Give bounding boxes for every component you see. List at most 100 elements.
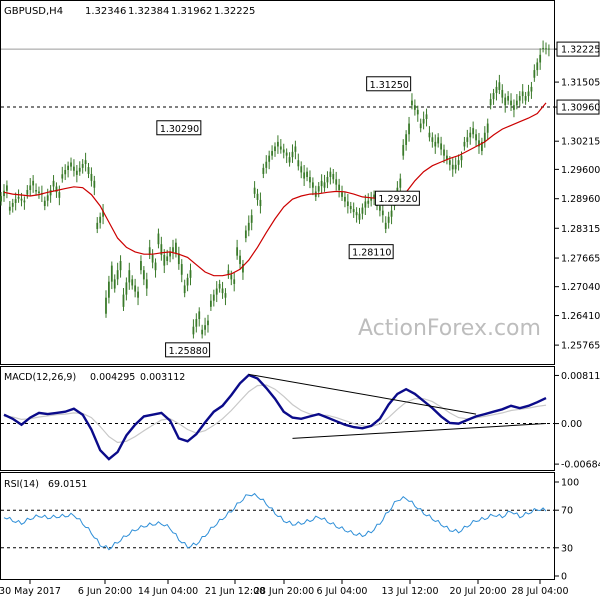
macd-header-value-2: 0.003112 [140, 372, 185, 383]
rsi-y-tick-label: 70 [561, 506, 573, 517]
price-bar-body [489, 99, 492, 106]
price-bar-body [8, 206, 11, 211]
price-bar-body [311, 182, 314, 188]
price-bar-body [70, 162, 72, 167]
macd-header-value-1: 0.004295 [90, 372, 135, 383]
price-bar-body [361, 207, 364, 214]
price-annotation-box [348, 244, 394, 260]
price-bar-body [463, 141, 466, 147]
price-bar-body [93, 180, 96, 188]
price-annotation-label: 1.31250 [370, 80, 409, 91]
price-panel-frame [0, 0, 555, 365]
price-bar-body [297, 160, 300, 167]
price-bar-body [536, 62, 539, 71]
price-annotation-label: 1.28110 [352, 248, 391, 259]
price-bar-body [134, 285, 137, 292]
macd-y-tick-label: 0.00 [561, 419, 582, 430]
price-bar-body [189, 270, 192, 278]
rsi-y-tick-label: 30 [561, 543, 573, 554]
price-bar-body [381, 210, 384, 216]
x-tick-label: 20 Jul 20:00 [450, 586, 507, 597]
price-bar-body [46, 195, 49, 201]
price-bar-body [413, 105, 416, 110]
price-bar-body [533, 70, 536, 78]
x-tick-label: 28 Jun 20:00 [254, 586, 314, 597]
price-y-tick-label: 1.26410 [561, 311, 600, 322]
price-y-tick-label: 1.30960 [561, 103, 600, 114]
macd-panel: 0.008118 0.00 -0.006844 [1, 371, 600, 471]
price-bar-body [265, 161, 268, 168]
price-bar-body [73, 166, 75, 171]
price-bar-body [513, 105, 515, 110]
price-bar-body [291, 151, 294, 158]
price-bar-body [58, 192, 61, 198]
moving-average-path [3, 102, 547, 277]
price-y-tick-label: 1.27665 [561, 254, 600, 265]
price-bar-body [198, 311, 201, 320]
x-tick-label: 21 Jun 12:00 [205, 586, 265, 597]
price-bar-body [303, 172, 306, 179]
price-bar-body [367, 200, 370, 204]
price-bar-body [242, 264, 244, 273]
price-y-tick-label: 1.27040 [561, 282, 600, 293]
price-bar-body [370, 197, 373, 201]
price-bar-body [64, 169, 67, 175]
price-y-tick-label: 1.31505 [561, 78, 600, 89]
price-bar-body [379, 206, 381, 211]
header-open: 1.32346 [85, 6, 126, 17]
price-y-tick-label: 1.25765 [561, 341, 600, 352]
price-annotation-box [165, 342, 211, 358]
price-bar-body [180, 264, 183, 275]
price-bar-body [306, 171, 308, 178]
price-bar-body [96, 222, 99, 229]
price-bar-body [186, 277, 189, 286]
price-bar-body [163, 254, 166, 266]
price-bar-body [87, 167, 90, 174]
price-bar-body [218, 283, 221, 289]
price-bar-body [84, 160, 87, 165]
price-annotations: 1.30290 1.31250 1.29320 1.28110 1.25880 [156, 76, 420, 358]
price-bar-body [183, 285, 186, 294]
price-bar-body [23, 200, 26, 203]
price-bar-body [14, 199, 17, 203]
price-bar-body [169, 251, 171, 257]
price-y-axis: 1.32225 1.31505 1.30960 1.30215 1.29600 1.289… [555, 41, 600, 352]
price-bar-body [105, 297, 107, 314]
price-bar-body [233, 279, 236, 284]
price-bar-body [108, 281, 110, 298]
price-bar-body [539, 54, 542, 63]
macd-trendline [292, 423, 547, 439]
price-bar-body [55, 186, 58, 193]
price-annotation-label: 1.30290 [160, 124, 199, 135]
price-bar-body [431, 137, 434, 142]
header-close: 1.32225 [214, 6, 255, 17]
price-bar-body [309, 177, 311, 183]
price-bar-body [346, 201, 349, 207]
price-bar-body [419, 123, 422, 129]
price-bar-body [157, 233, 160, 245]
price-bar-body [457, 160, 460, 165]
price-bar-body [466, 137, 469, 142]
price-bar-body [437, 137, 440, 144]
macd-line [3, 373, 547, 461]
price-y-tick-label: 1.32225 [561, 45, 600, 56]
price-bar-body [122, 294, 125, 307]
price-bar-body [416, 109, 419, 115]
price-bar-body [486, 123, 489, 133]
price-bar-body [341, 192, 343, 197]
price-bar-body [78, 167, 81, 172]
macd-y-tick-label: -0.006844 [561, 460, 600, 471]
price-bar-body [172, 247, 174, 252]
price-bar-body [250, 215, 253, 223]
rsi-panel-frame [0, 472, 555, 580]
price-bar-body [446, 155, 448, 161]
price-bar-body [425, 114, 428, 119]
price-bar-body [527, 91, 530, 97]
price-bar-body [148, 247, 151, 255]
price-bar-body [408, 123, 410, 135]
price-bar-body [335, 179, 338, 185]
price-bar-body [405, 134, 408, 145]
price-bar-body [32, 180, 35, 186]
x-tick-label: 28 Jul 04:00 [512, 586, 569, 597]
price-bar-body [475, 134, 477, 141]
